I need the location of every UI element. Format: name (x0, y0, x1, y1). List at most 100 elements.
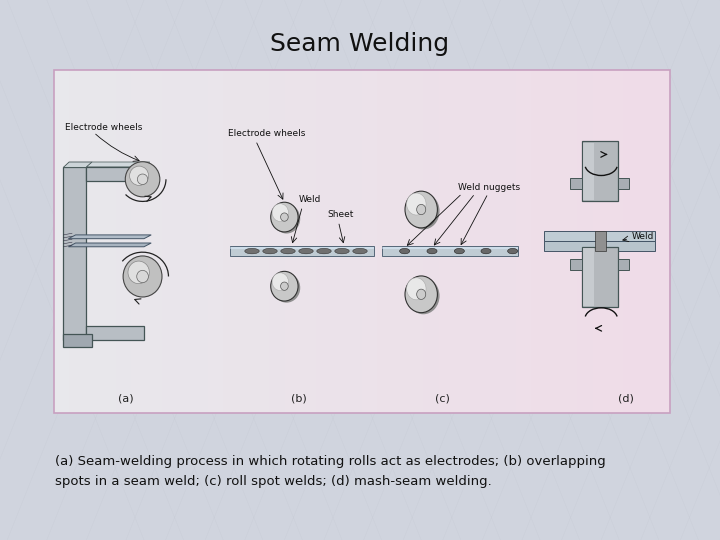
Bar (408, 70, 424, 413)
Bar (583, 248, 594, 306)
Bar (63, 334, 92, 347)
Bar (315, 70, 332, 413)
Ellipse shape (272, 204, 289, 221)
Ellipse shape (271, 202, 298, 232)
Ellipse shape (123, 256, 162, 297)
Bar (570, 259, 582, 270)
Ellipse shape (335, 248, 349, 254)
Ellipse shape (128, 261, 149, 284)
Ellipse shape (407, 193, 426, 215)
Bar (192, 70, 209, 413)
Ellipse shape (281, 282, 288, 291)
Ellipse shape (281, 248, 295, 254)
Text: (c): (c) (436, 394, 450, 403)
Ellipse shape (417, 289, 426, 300)
Bar (500, 70, 516, 413)
Bar (230, 246, 374, 256)
Bar (570, 178, 582, 189)
Bar (86, 326, 144, 340)
Text: (b): (b) (291, 394, 307, 403)
Bar (69, 70, 86, 413)
Ellipse shape (273, 204, 300, 233)
Ellipse shape (405, 276, 438, 313)
Polygon shape (68, 235, 151, 239)
Bar (239, 70, 255, 413)
Ellipse shape (273, 273, 300, 302)
Ellipse shape (138, 174, 148, 185)
Ellipse shape (508, 248, 518, 254)
Ellipse shape (263, 248, 277, 254)
Text: Electrode wheels: Electrode wheels (228, 129, 305, 138)
Ellipse shape (427, 248, 437, 254)
Bar (377, 70, 393, 413)
Bar (582, 141, 618, 201)
Bar (423, 70, 439, 413)
Bar (618, 178, 629, 189)
Bar (562, 70, 578, 413)
Ellipse shape (408, 193, 439, 230)
Bar (162, 70, 178, 413)
Bar (544, 241, 655, 251)
Bar (438, 70, 455, 413)
Bar (131, 70, 147, 413)
Bar (54, 70, 670, 413)
Bar (531, 70, 547, 413)
Bar (654, 70, 670, 413)
Ellipse shape (407, 278, 426, 300)
Bar (115, 70, 132, 413)
Polygon shape (68, 243, 151, 247)
Bar (63, 167, 86, 340)
Ellipse shape (353, 248, 367, 254)
Bar (624, 70, 639, 413)
Bar (346, 70, 363, 413)
Bar (146, 70, 163, 413)
Ellipse shape (417, 204, 426, 215)
Bar (546, 70, 562, 413)
Bar (577, 70, 593, 413)
Bar (454, 70, 470, 413)
Bar (85, 70, 101, 413)
Ellipse shape (317, 248, 331, 254)
Bar (582, 247, 618, 307)
Text: Seam Welding: Seam Welding (271, 32, 449, 56)
Bar (300, 70, 316, 413)
Ellipse shape (245, 248, 259, 254)
Ellipse shape (481, 248, 491, 254)
Bar (392, 70, 409, 413)
Bar (362, 70, 378, 413)
Bar (516, 70, 532, 413)
Ellipse shape (281, 213, 288, 221)
Bar (285, 70, 301, 413)
Polygon shape (86, 162, 150, 167)
Bar (208, 70, 224, 413)
Bar (583, 143, 594, 200)
Text: Weld: Weld (631, 232, 654, 241)
Ellipse shape (400, 248, 410, 254)
Bar (331, 70, 347, 413)
Bar (608, 70, 624, 413)
Bar (595, 231, 606, 251)
Bar (100, 70, 117, 413)
Text: (d): (d) (618, 394, 634, 403)
Text: (a): (a) (118, 394, 134, 403)
Ellipse shape (405, 191, 438, 228)
Ellipse shape (125, 161, 160, 197)
Bar (177, 70, 193, 413)
Bar (485, 70, 501, 413)
Bar (54, 70, 70, 413)
Bar (223, 70, 239, 413)
Bar (86, 167, 144, 181)
Ellipse shape (408, 278, 439, 314)
Ellipse shape (130, 166, 148, 185)
Ellipse shape (272, 273, 289, 291)
Bar (230, 247, 374, 249)
Ellipse shape (454, 248, 464, 254)
Bar (382, 246, 518, 256)
Ellipse shape (137, 271, 148, 282)
Text: Weld: Weld (299, 195, 321, 205)
Text: (a) Seam-welding process in which rotating rolls act as electrodes; (b) overlapp: (a) Seam-welding process in which rotati… (55, 455, 606, 468)
Text: spots in a seam weld; (c) roll spot welds; (d) mash-seam welding.: spots in a seam weld; (c) roll spot weld… (55, 475, 492, 488)
Polygon shape (63, 162, 92, 167)
Text: Weld nuggets: Weld nuggets (458, 183, 520, 192)
Ellipse shape (271, 271, 298, 301)
